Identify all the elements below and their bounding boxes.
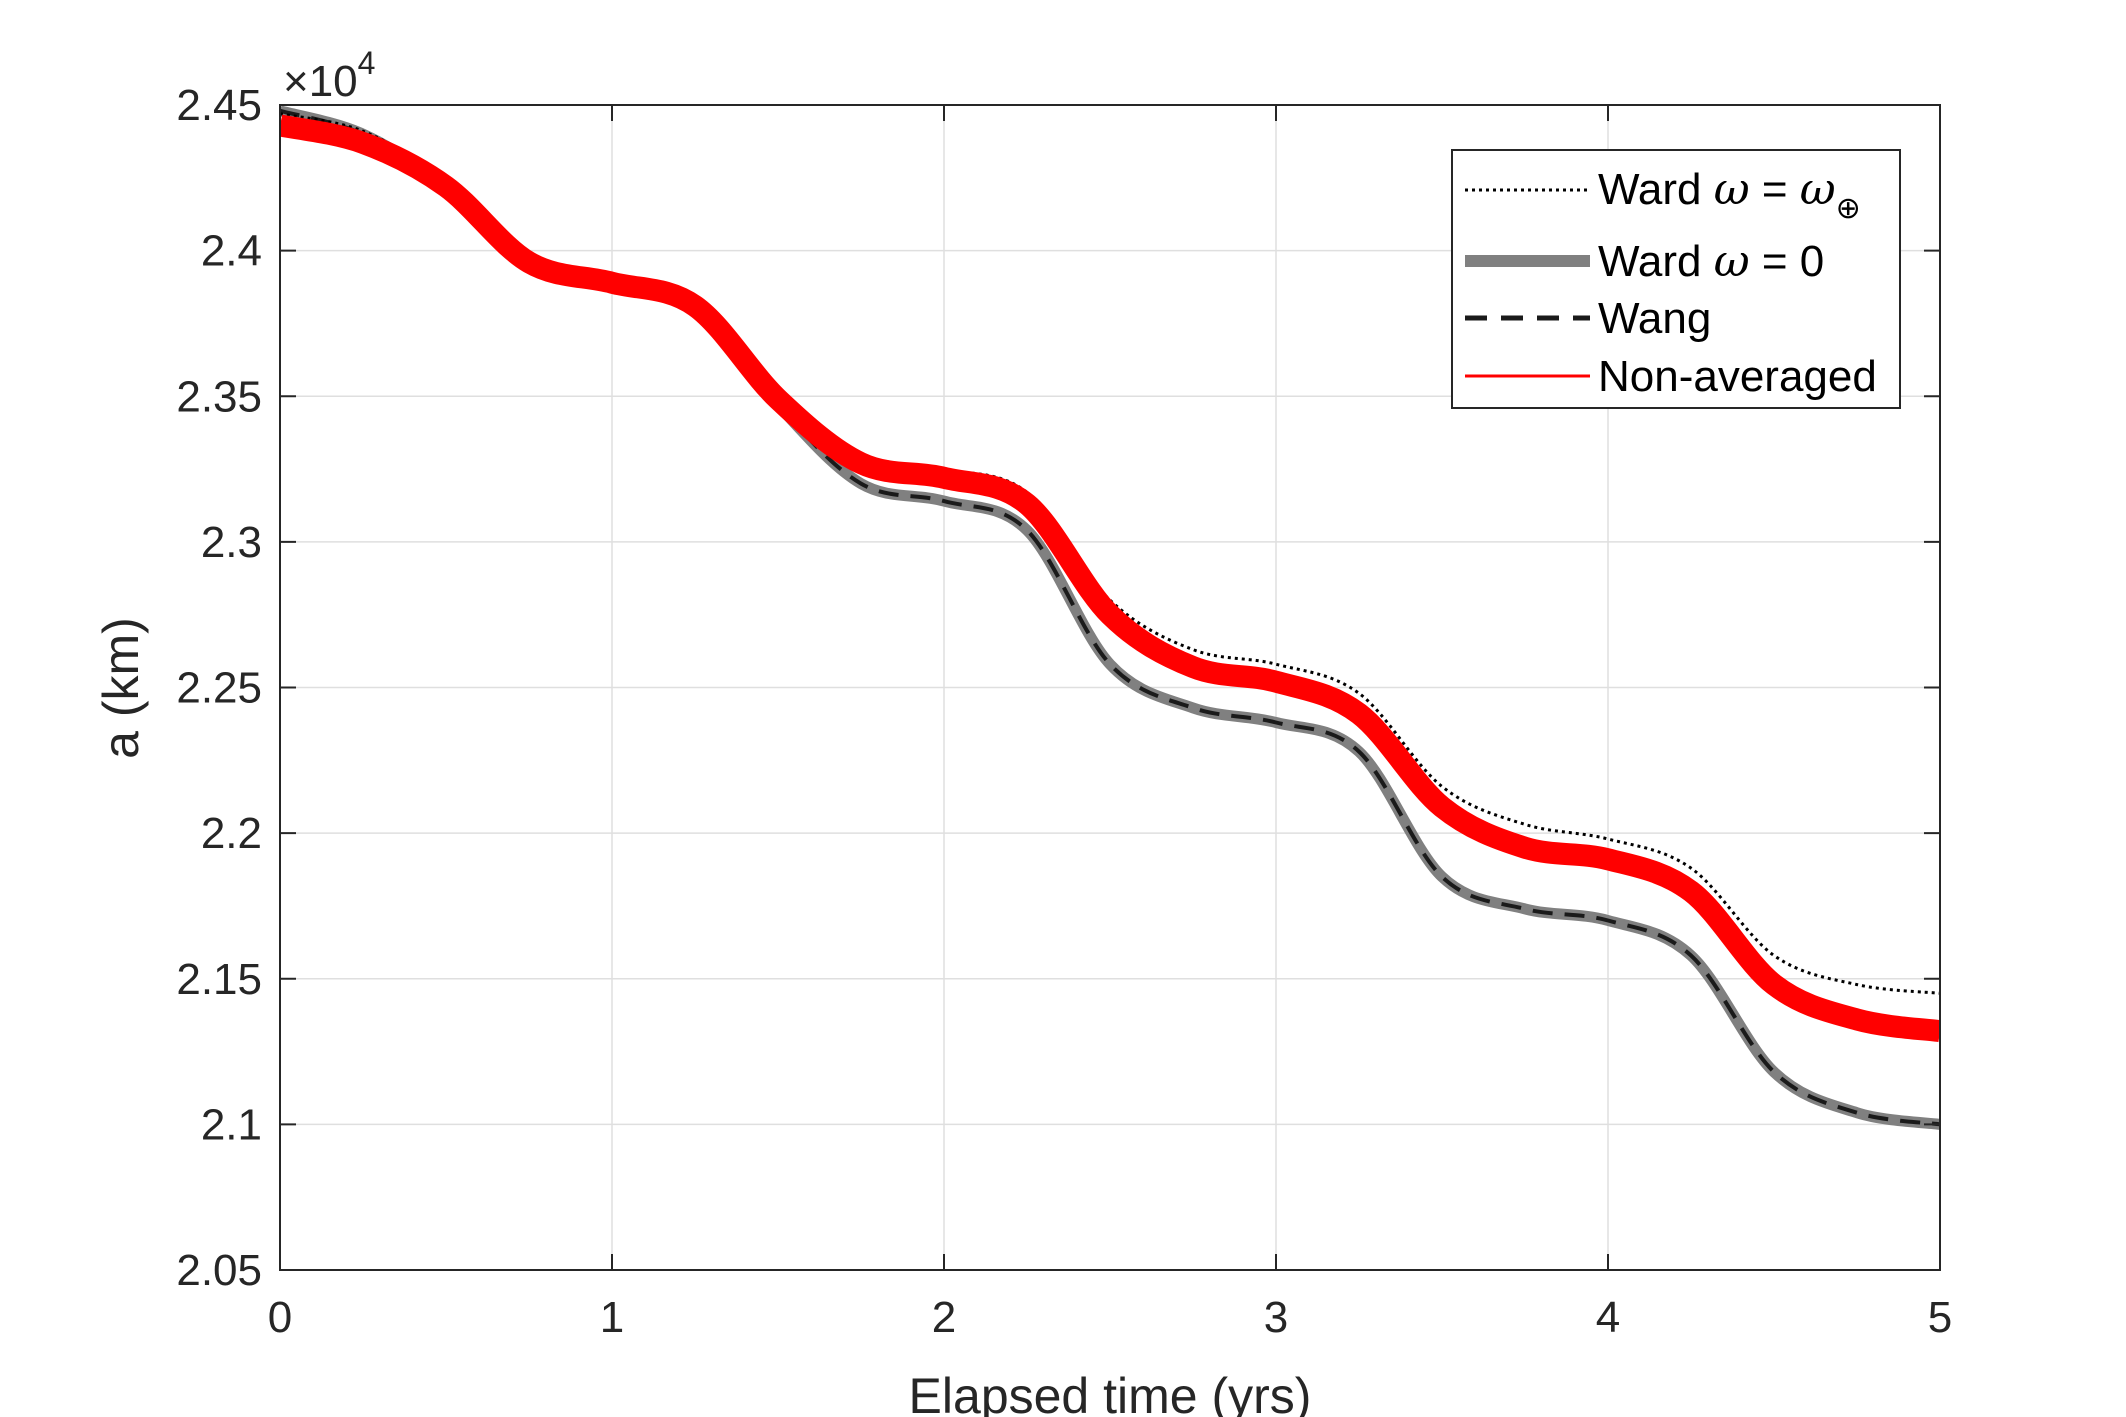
series-line-non-averaged bbox=[280, 114, 1940, 1043]
legend-ward-earth-omega-2: ω bbox=[1800, 164, 1836, 215]
x-tick-label: 0 bbox=[268, 1293, 292, 1342]
legend-ward-earth-prefix: Ward bbox=[1598, 165, 1714, 214]
x-tick-label: 2 bbox=[932, 1293, 956, 1342]
legend-ward-earth-equals: = bbox=[1750, 165, 1800, 214]
x-tick-label: 1 bbox=[600, 1293, 624, 1342]
y-axis-exponent: ×104 bbox=[283, 45, 375, 106]
y-tick-label: 2.4 bbox=[201, 227, 262, 276]
tick-marks bbox=[279, 104, 1941, 1271]
exponent-base: ×10 bbox=[283, 57, 358, 106]
legend-label-non-averaged: Non-averaged bbox=[1598, 352, 1877, 401]
legend-ward-zero-rest: = 0 bbox=[1750, 237, 1825, 286]
legend-label-ward-earth: Ward ω = ω⊕ bbox=[1598, 164, 1861, 225]
legend: Ward ω = ω⊕ Ward ω = 0 Wang Non-averaged bbox=[1451, 149, 1901, 409]
x-tick-label: 5 bbox=[1928, 1293, 1952, 1342]
legend-ward-earth-subscript: ⊕ bbox=[1836, 192, 1861, 225]
x-tick-label: 3 bbox=[1264, 1293, 1288, 1342]
series-layer bbox=[280, 105, 1940, 1130]
legend-label-ward-zero: Ward ω = 0 bbox=[1598, 236, 1824, 287]
y-tick-label: 2.1 bbox=[201, 1100, 262, 1149]
y-tick-label: 2.25 bbox=[176, 664, 262, 713]
y-tick-label: 2.05 bbox=[176, 1246, 262, 1295]
x-axis-title: Elapsed time (yrs) bbox=[909, 1368, 1312, 1417]
y-tick-label: 2.35 bbox=[176, 372, 262, 421]
y-axis-title: a (km) bbox=[93, 617, 149, 759]
legend-label-wang: Wang bbox=[1598, 294, 1711, 343]
x-tick-label: 4 bbox=[1596, 1293, 1620, 1342]
legend-box bbox=[1451, 149, 1901, 409]
legend-ward-zero-omega: ω bbox=[1714, 236, 1750, 287]
series-group bbox=[280, 105, 1940, 1130]
y-tick-label: 2.15 bbox=[176, 955, 262, 1004]
tick-labels: 0 1 2 3 4 5 2.05 2.1 2.15 2.2 2.25 2.3 2.35 2.4 2.45 bbox=[176, 81, 1952, 1342]
legend-ward-earth-omega: ω bbox=[1714, 164, 1750, 215]
y-tick-label: 2.2 bbox=[201, 809, 262, 858]
legend-ward-zero-prefix: Ward bbox=[1598, 237, 1714, 286]
y-tick-label: 2.3 bbox=[201, 518, 262, 567]
y-tick-label: 2.45 bbox=[176, 81, 262, 130]
exponent-power: 4 bbox=[358, 45, 376, 81]
